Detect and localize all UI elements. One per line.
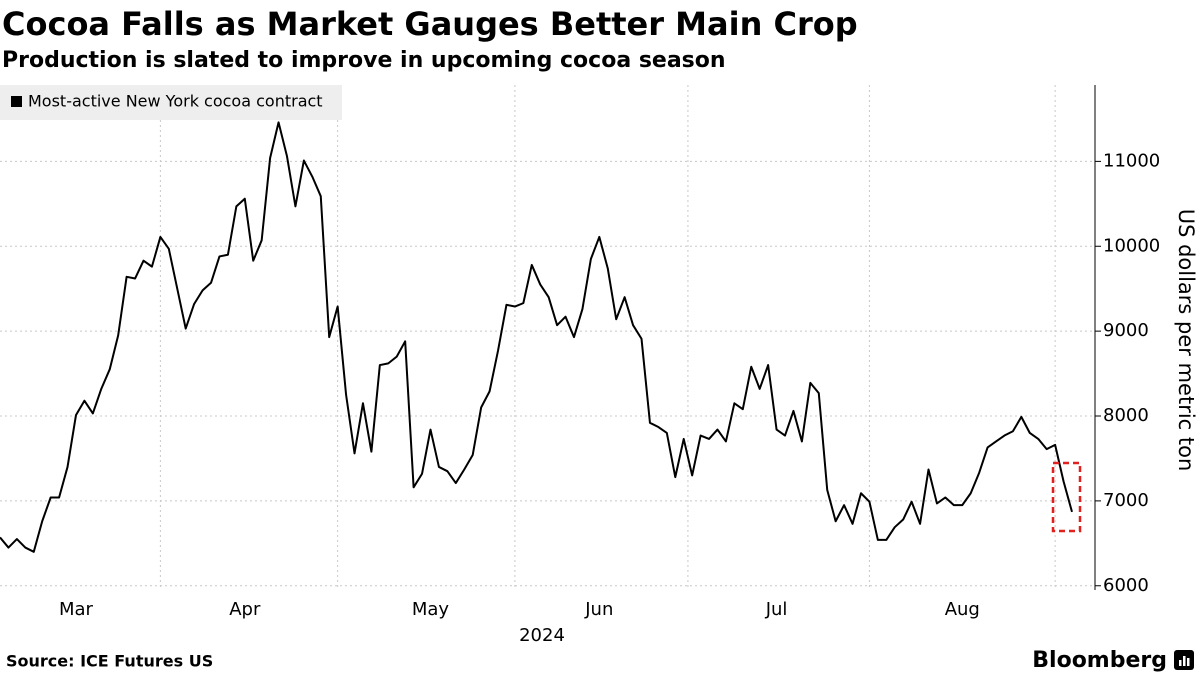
y-tick-label: 6000 <box>1103 575 1149 596</box>
y-tick-label: 10000 <box>1103 235 1160 256</box>
y-tick-label: 7000 <box>1103 490 1149 511</box>
y-tick-label: 11000 <box>1103 150 1160 171</box>
legend-swatch <box>11 96 22 107</box>
legend-label: Most-active New York cocoa contract <box>28 92 323 111</box>
y-axis-label: US dollars per metric ton <box>1174 209 1198 472</box>
data-line <box>0 121 1073 553</box>
y-tick-label: 9000 <box>1103 320 1149 341</box>
highlight-box <box>1051 461 1082 533</box>
brand-icon <box>1174 650 1194 670</box>
y-tick-label: 8000 <box>1103 405 1149 426</box>
brand: Bloomberg <box>1032 648 1167 673</box>
x-tick-label: Mar <box>59 599 94 620</box>
x-tick-label: Jun <box>584 599 613 620</box>
x-tick-label: Aug <box>945 599 980 620</box>
x-tick-label: Apr <box>229 599 261 620</box>
chart-subtitle: Production is slated to improve in upcom… <box>2 48 726 73</box>
x-tick-label: May <box>412 599 450 620</box>
legend-box <box>0 85 342 120</box>
x-axis-label: 2024 <box>519 625 565 646</box>
source: Source: ICE Futures US <box>6 652 213 671</box>
x-tick-label: Jul <box>765 599 788 620</box>
chart-title: Cocoa Falls as Market Gauges Better Main… <box>2 5 858 43</box>
